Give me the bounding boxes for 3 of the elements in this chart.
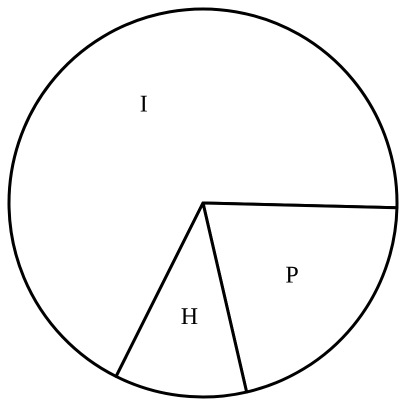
slice-label: H bbox=[180, 304, 198, 330]
slice-label: P bbox=[285, 262, 299, 289]
slice-label: I bbox=[140, 91, 148, 118]
